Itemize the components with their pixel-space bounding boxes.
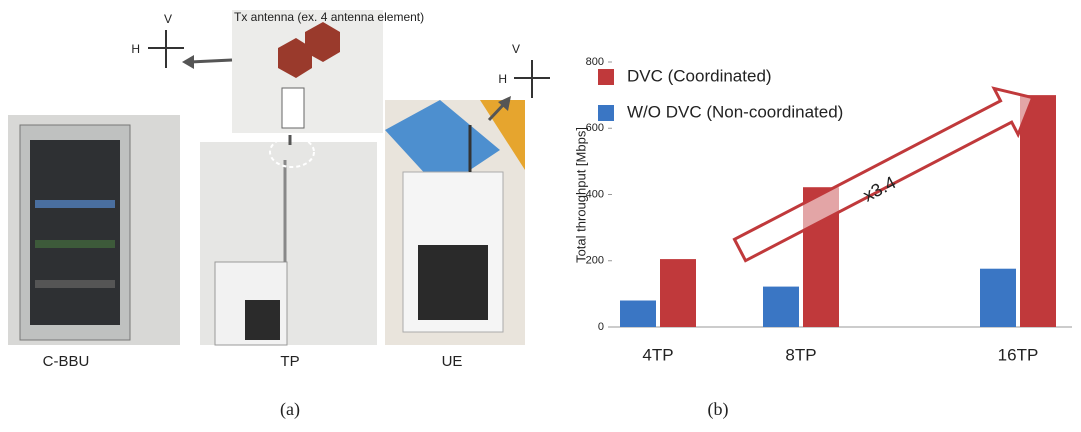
bar	[980, 268, 1016, 327]
polarization-h: H	[131, 42, 140, 56]
caption: (b)	[708, 399, 729, 420]
antenna-label: Tx antenna (ex. 4 antenna element)	[234, 10, 424, 24]
x-tick-label: 8TP	[785, 345, 816, 364]
y-tick-label: 400	[586, 188, 604, 200]
photo-antenna	[232, 10, 383, 133]
growth-arrow	[732, 86, 1035, 263]
photo-ue	[385, 100, 525, 345]
x-tick-label: 16TP	[998, 345, 1039, 364]
y-tick-label: 800	[586, 56, 604, 68]
caption: (a)	[280, 399, 300, 420]
bar	[1020, 95, 1056, 327]
photo-label: TP	[280, 353, 299, 370]
polarization-cross	[148, 30, 550, 98]
photo-label: UE	[442, 353, 463, 370]
y-tick-label: 600	[586, 122, 604, 134]
y-tick-label: 0	[598, 321, 604, 333]
photo-tp	[200, 136, 377, 346]
polarization-v: V	[164, 12, 172, 26]
polarization-h: H	[498, 72, 507, 86]
y-tick-label: 200	[586, 255, 604, 267]
legend-label: DVC (Coordinated)	[627, 66, 772, 85]
legend-swatch	[598, 105, 614, 121]
y-axis-label: Total throughput [Mbps]	[573, 127, 588, 263]
bar	[763, 286, 799, 327]
bar	[660, 259, 696, 327]
polarization-v: V	[512, 42, 520, 56]
legend-label: W/O DVC (Non-coordinated)	[627, 102, 843, 121]
photo-cbbu	[8, 115, 180, 345]
pointer-arrows	[182, 55, 511, 145]
photo-label: C-BBU	[43, 353, 90, 370]
x-tick-label: 4TP	[642, 345, 673, 364]
bar	[620, 300, 656, 327]
legend-swatch	[598, 69, 614, 85]
